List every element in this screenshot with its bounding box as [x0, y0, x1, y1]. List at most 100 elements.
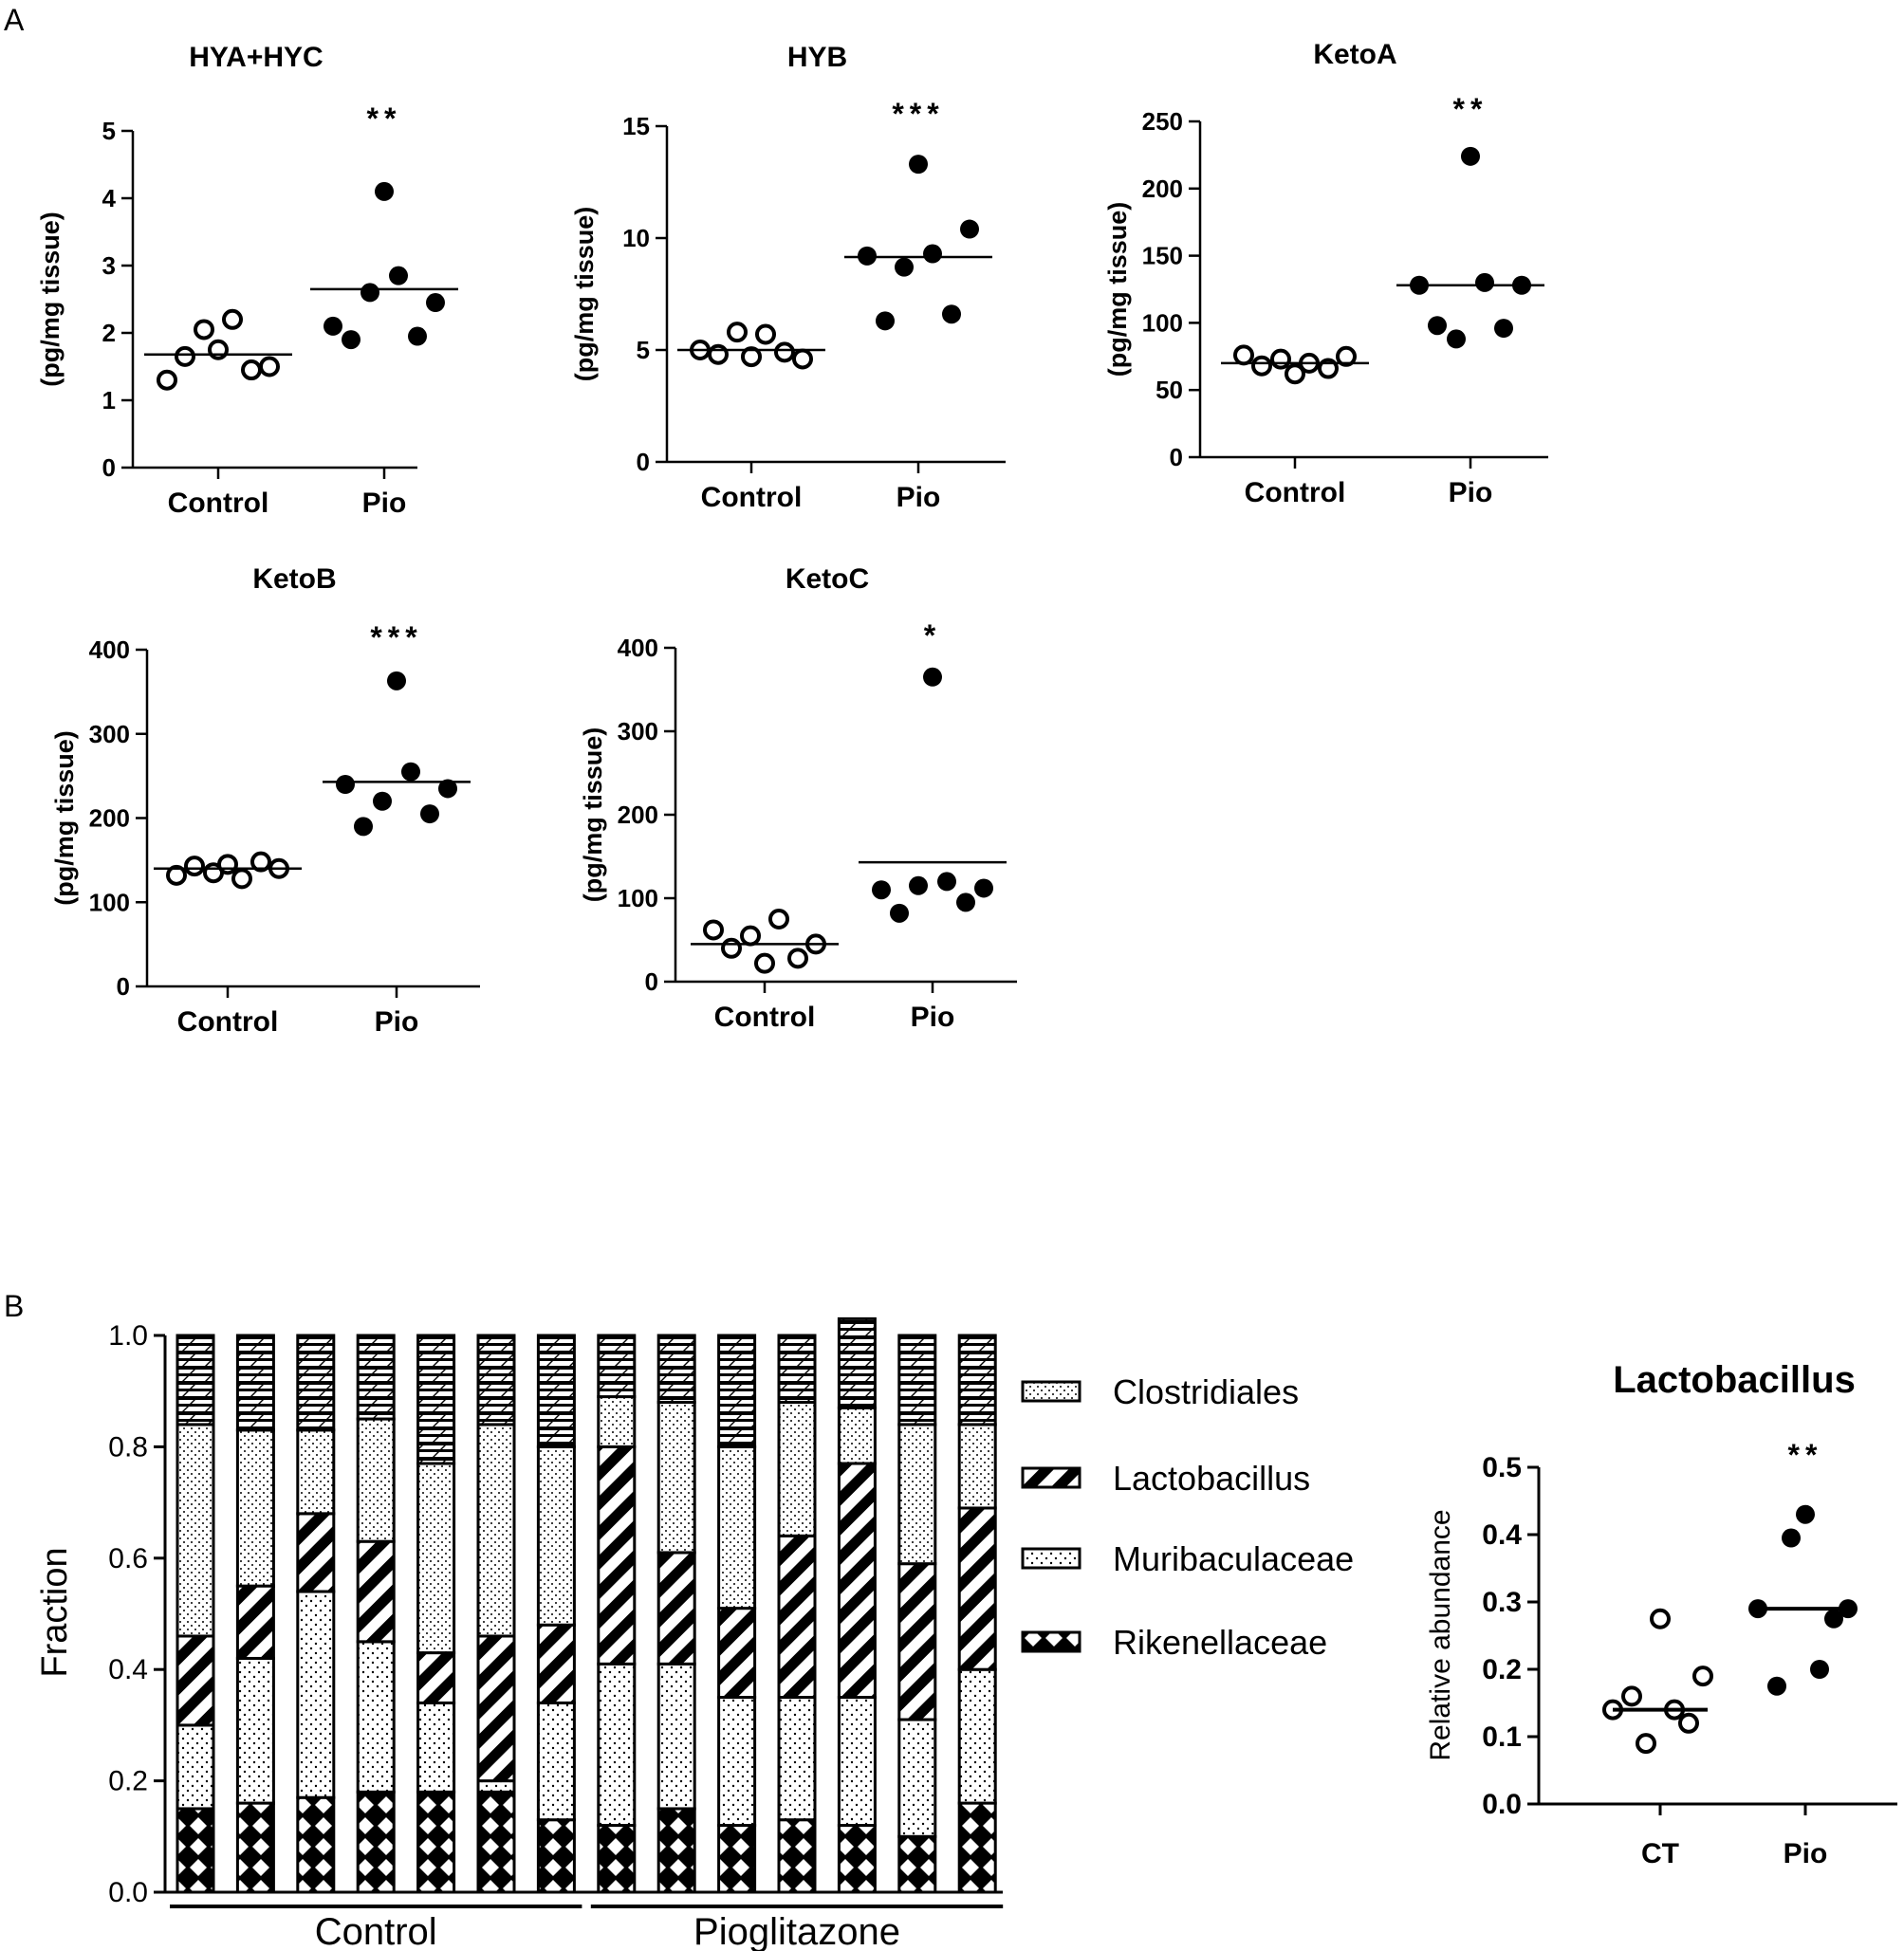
data-point-pio [960, 219, 979, 239]
dot-plot-hyb: HYB 0 5 10 15 Control Pio (pg/mg tissue) *** [570, 42, 1006, 513]
bar-segment-lactobacillus [777, 1534, 817, 1700]
x-category-label: Pio [911, 1002, 955, 1033]
bar-segment-other [235, 1334, 275, 1432]
data-point-control [754, 952, 775, 974]
panel-label-a: A [4, 3, 25, 37]
chart-title: Lactobacillus [1613, 1359, 1856, 1401]
data-point-control [1336, 345, 1357, 367]
bar-segment-clostridiales [536, 1445, 576, 1627]
bar-segment-rikenellaceae [957, 1801, 997, 1894]
data-point-control [741, 346, 762, 368]
bar-segment-other [897, 1334, 937, 1426]
data-point-ct [1650, 1608, 1671, 1629]
bar-segment-lactobacillus [597, 1445, 637, 1666]
y-axis-label: Fraction [35, 1547, 75, 1677]
bar-segment-clostridiales [476, 1423, 516, 1638]
data-point-control [703, 919, 724, 941]
y-tick-label: 1 [102, 386, 116, 414]
data-point-pio [1796, 1504, 1815, 1524]
data-point-control [208, 339, 229, 360]
bar-segment-other [717, 1334, 757, 1448]
legend-swatch-lactobacillus [1021, 1466, 1081, 1489]
data-point-control [792, 348, 813, 370]
data-point-pio [354, 817, 373, 837]
bar-segment-muribaculaceae [717, 1696, 757, 1828]
data-point-control [1251, 355, 1272, 377]
y-tick-label: 0.1 [1482, 1721, 1522, 1753]
data-point-pio [1767, 1676, 1786, 1696]
data-point-pio [323, 316, 342, 336]
x-category-label: Pio [362, 488, 407, 519]
bar-segment-muribaculaceae [656, 1662, 696, 1811]
bar-segment-other [597, 1334, 637, 1399]
x-category-label: Pio [375, 1006, 419, 1038]
chart-title: HYB [787, 42, 847, 73]
bar-segment-muribaculaceae [897, 1718, 937, 1838]
legend-label: Clostridiales [1113, 1372, 1299, 1411]
significance-marker: ** [1788, 1438, 1823, 1472]
bar-segment-other [476, 1334, 516, 1426]
y-tick-label: 2 [102, 319, 116, 347]
y-tick-label: 0.8 [108, 1431, 148, 1463]
legend-swatch-clostridiales [1021, 1380, 1081, 1403]
panel-b-legend: Clostridiales Lactobacillus Muribaculaceae… [1021, 1372, 1354, 1662]
data-point-pio [1824, 1609, 1843, 1629]
bar-segment-rikenellaceae [837, 1824, 877, 1894]
x-category-label: CT [1641, 1838, 1679, 1869]
significance-marker: ** [1453, 92, 1488, 126]
y-tick-label: 150 [1142, 242, 1183, 270]
bar-segment-clostridiales [777, 1400, 817, 1537]
y-axis-label: (pg/mg tissue) [1103, 202, 1132, 377]
y-tick-label: 5 [102, 117, 116, 145]
data-point-control [157, 369, 177, 391]
y-tick-label: 100 [1142, 308, 1183, 337]
significance-marker: *** [370, 620, 422, 654]
y-tick-label: 400 [618, 634, 658, 662]
data-point-pio [426, 293, 445, 313]
data-point-pio [408, 326, 427, 346]
bar-segment-other [536, 1334, 576, 1448]
bar-segment-muribaculaceae [235, 1656, 275, 1805]
panel-label-b: B [4, 1289, 24, 1323]
data-point-control [259, 356, 280, 377]
bar-segment-rikenellaceae [296, 1795, 336, 1894]
bar-segment-lactobacillus [235, 1584, 275, 1660]
x-category-label: Control [1245, 477, 1346, 508]
bar-segment-lactobacillus [717, 1607, 757, 1700]
data-point-pio [373, 791, 392, 811]
bar-segment-muribaculaceae [777, 1696, 817, 1822]
data-point-ct [1692, 1666, 1713, 1687]
data-point-control [184, 856, 205, 877]
bar-segment-clostridiales [416, 1462, 456, 1655]
bar-segment-muribaculaceae [176, 1723, 215, 1811]
data-point-control [1270, 348, 1291, 370]
data-point-pio [1494, 319, 1513, 339]
data-point-control [241, 359, 262, 381]
y-tick-label: 300 [89, 720, 130, 748]
bar-segment-muribaculaceae [476, 1779, 516, 1794]
legend-label: Rikenellaceae [1113, 1623, 1327, 1662]
y-tick-label: 100 [89, 888, 130, 916]
dot-plot-hya-hyc: HYA+HYC 0 1 2 3 4 5 Control Pio (pg/mg tissue) ** [36, 42, 458, 519]
y-axis-label: (pg/mg tissue) [36, 212, 65, 387]
bar-segment-other [296, 1334, 336, 1432]
legend-label: Lactobacillus [1113, 1459, 1310, 1498]
panel-b-stacked-bar-chart: 0.0 0.2 0.4 0.6 0.8 1.0 Fraction Control Pioglit… [35, 1316, 1004, 1951]
y-tick-label: 0.2 [1482, 1654, 1522, 1685]
data-point-ct [1636, 1733, 1656, 1755]
data-point-control [1233, 344, 1254, 366]
y-axis-label: (pg/mg tissue) [50, 730, 79, 906]
bar-segment-other [957, 1334, 997, 1426]
bar-segment-lactobacillus [536, 1623, 576, 1704]
data-point-control [787, 948, 808, 969]
y-tick-label: 0.5 [1482, 1452, 1522, 1483]
data-point-pio [360, 283, 379, 303]
bar-segment-other [356, 1334, 396, 1421]
data-point-pio [387, 671, 406, 690]
y-tick-label: 0.3 [1482, 1587, 1522, 1618]
y-tick-label: 0 [1170, 443, 1183, 471]
y-tick-label: 0 [117, 972, 130, 1001]
data-point-pio [336, 775, 355, 794]
y-tick-label: 3 [102, 251, 116, 280]
y-tick-label: 0 [102, 453, 116, 482]
